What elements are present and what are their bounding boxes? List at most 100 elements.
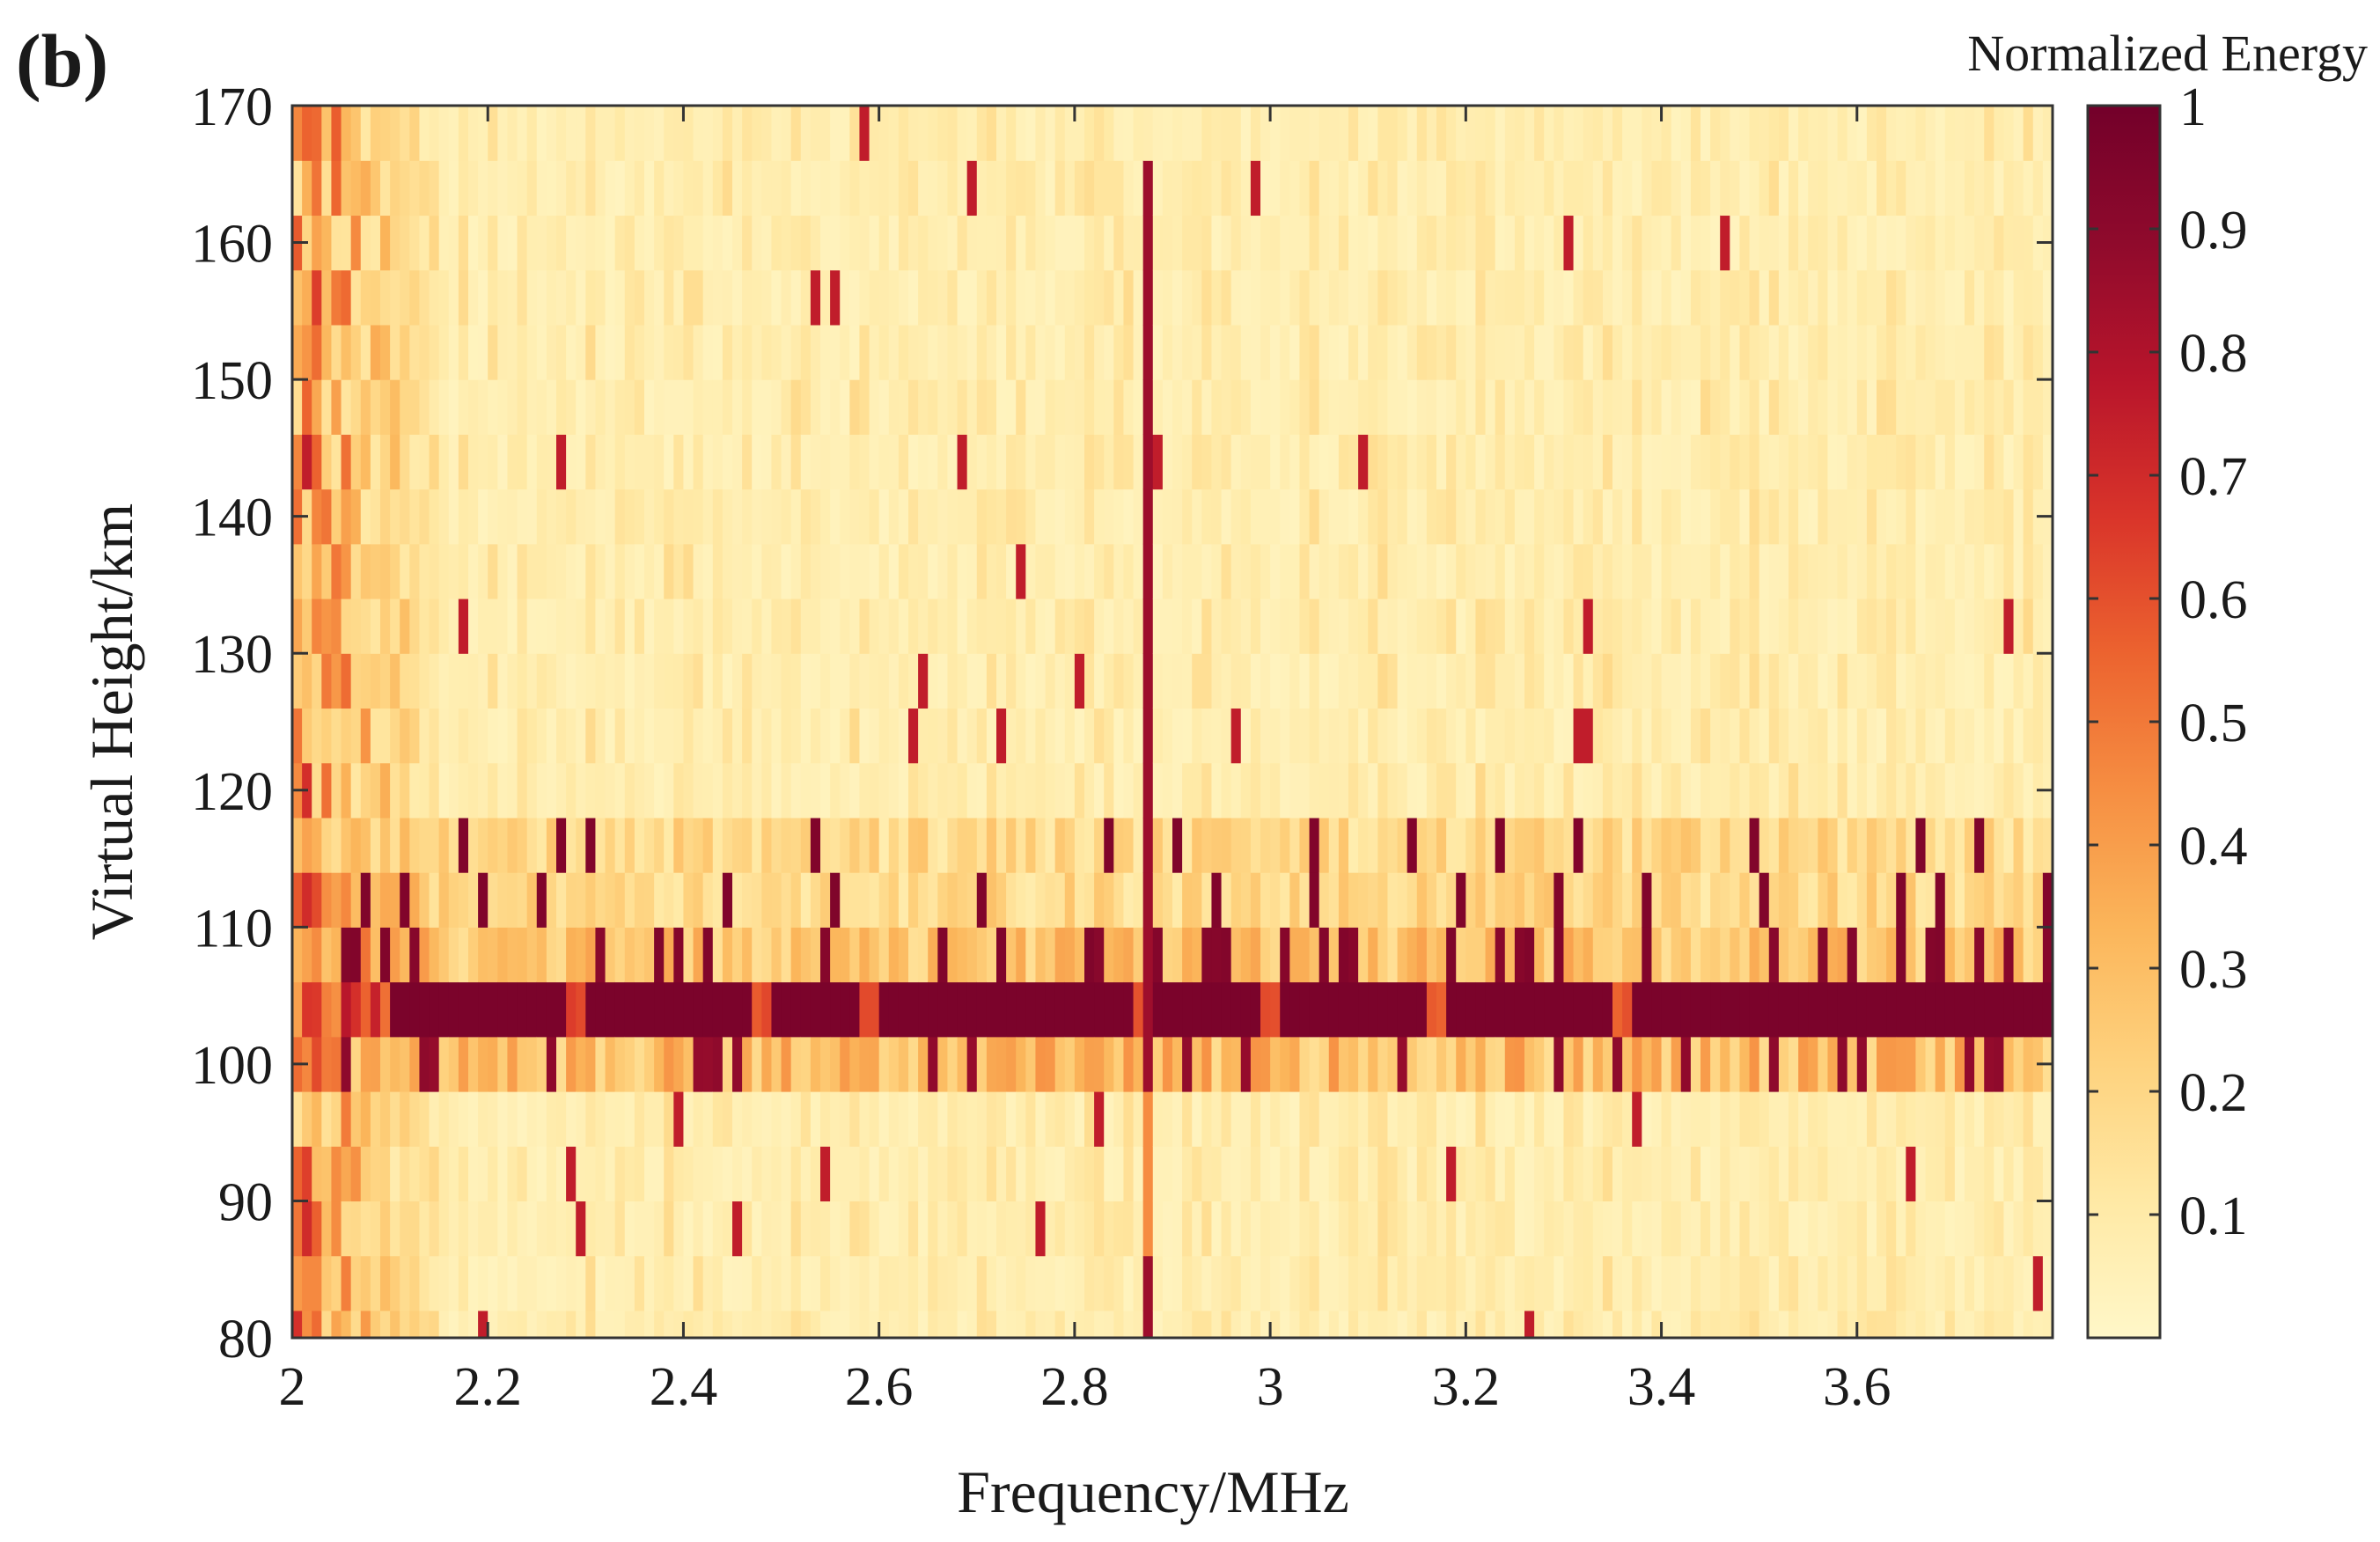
heatmap-cell [1583,653,1594,709]
heatmap-cell [1074,215,1085,271]
heatmap-cell [1270,1201,1281,1257]
heatmap-cell [1426,269,1437,326]
heatmap-cell [1778,160,1789,217]
heatmap-cell [1201,1255,1213,1311]
heatmap-cell [1847,1255,1858,1311]
heatmap-cell [1045,598,1056,654]
heatmap-cell [1006,927,1017,983]
heatmap-cell [1514,1146,1525,1202]
heatmap-cell [1965,598,1975,654]
heatmap-cell [341,653,352,709]
heatmap-cell [996,1255,1007,1311]
heatmap-cell [458,762,469,819]
heatmap-cell [722,1091,733,1147]
heatmap-cell [1925,379,1936,435]
heatmap-cell [1965,872,1975,928]
heatmap-cell [1906,269,1917,326]
heatmap-cell [1994,434,2005,490]
heatmap-cell [1016,324,1026,380]
heatmap-cell [732,324,743,380]
heatmap-cell [654,1091,665,1147]
heatmap-cell [732,708,743,764]
heatmap-cell [1416,1091,1428,1147]
heatmap-cell [370,1091,381,1147]
heatmap-cell [810,215,821,271]
heatmap-cell [1837,215,1848,271]
heatmap-cell [1798,215,1809,271]
heatmap-cell [1280,434,1290,490]
heatmap-cell [790,269,802,326]
heatmap-cell [634,106,645,161]
heatmap-cell [937,817,949,873]
heatmap-cell [1456,1255,1466,1311]
heatmap-cell [1230,106,1242,161]
heatmap-cell [1808,817,1818,873]
heatmap-cell [2003,269,2015,326]
heatmap-cell [1856,1255,1868,1311]
heatmap-cell [341,215,352,271]
heatmap-cell [1671,1255,1682,1311]
heatmap-cell [1984,598,1994,654]
heatmap-cell [976,434,988,490]
heatmap-cell [2023,1310,2034,1339]
heatmap-cell [1818,488,1829,545]
heatmap-cell [331,269,342,326]
heatmap-cell [1856,817,1868,873]
heatmap-cell [1818,1255,1829,1311]
heatmap-cell [566,981,577,1038]
heatmap-cell [878,817,890,873]
heatmap-cell [820,1091,831,1147]
heatmap-cell [1250,653,1261,709]
heatmap-cell [2042,708,2053,764]
heatmap-cell [370,379,381,435]
heatmap-cell [937,160,949,217]
heatmap-cell [840,927,850,983]
heatmap-cell [2023,1091,2034,1147]
heatmap-cell [1778,708,1789,764]
heatmap-cell [1416,598,1428,654]
heatmap-cell [1485,324,1496,380]
heatmap-cell [312,762,322,819]
heatmap-cell [1309,1091,1320,1147]
heatmap-cell [497,927,509,983]
heatmap-cell [1965,215,1975,271]
heatmap-cell [761,269,773,326]
heatmap-cell [840,543,850,599]
heatmap-cell [859,106,870,161]
heatmap-cell [1475,543,1487,599]
heatmap-cell [702,1036,714,1092]
heatmap-cell [771,1091,782,1147]
heatmap-cell [302,927,312,983]
heatmap-cell [771,1201,782,1257]
heatmap-cell [1534,1091,1545,1147]
heatmap-cell [1260,379,1271,435]
heatmap-cell [1906,1036,1917,1092]
heatmap-cell [1886,708,1897,764]
heatmap-cell [1602,488,1613,545]
heatmap-cell [1192,981,1202,1038]
heatmap-cell [1720,872,1730,928]
heatmap-cell [624,543,635,599]
heatmap-cell [928,1146,938,1202]
heatmap-cell [1006,215,1017,271]
heatmap-cell [302,1146,312,1202]
heatmap-cell [556,981,567,1038]
heatmap-cell [1485,434,1496,490]
heatmap-cell [488,708,498,764]
heatmap-cell [507,872,518,928]
heatmap-cell [1446,106,1457,161]
heatmap-cell [820,927,831,983]
heatmap-cell [1397,324,1408,380]
heatmap-cell [781,762,792,819]
heatmap-cell [341,598,352,654]
heatmap-cell [1583,927,1594,983]
heatmap-cell [331,1201,342,1257]
heatmap-cell [1094,1036,1105,1092]
heatmap-cell [2042,817,2053,873]
heatmap-cell [928,269,938,326]
heatmap-cell [1299,379,1311,435]
heatmap-cell [497,817,509,873]
heatmap-cell [1554,324,1565,380]
heatmap-cell [595,653,606,709]
heatmap-cell [380,488,391,545]
